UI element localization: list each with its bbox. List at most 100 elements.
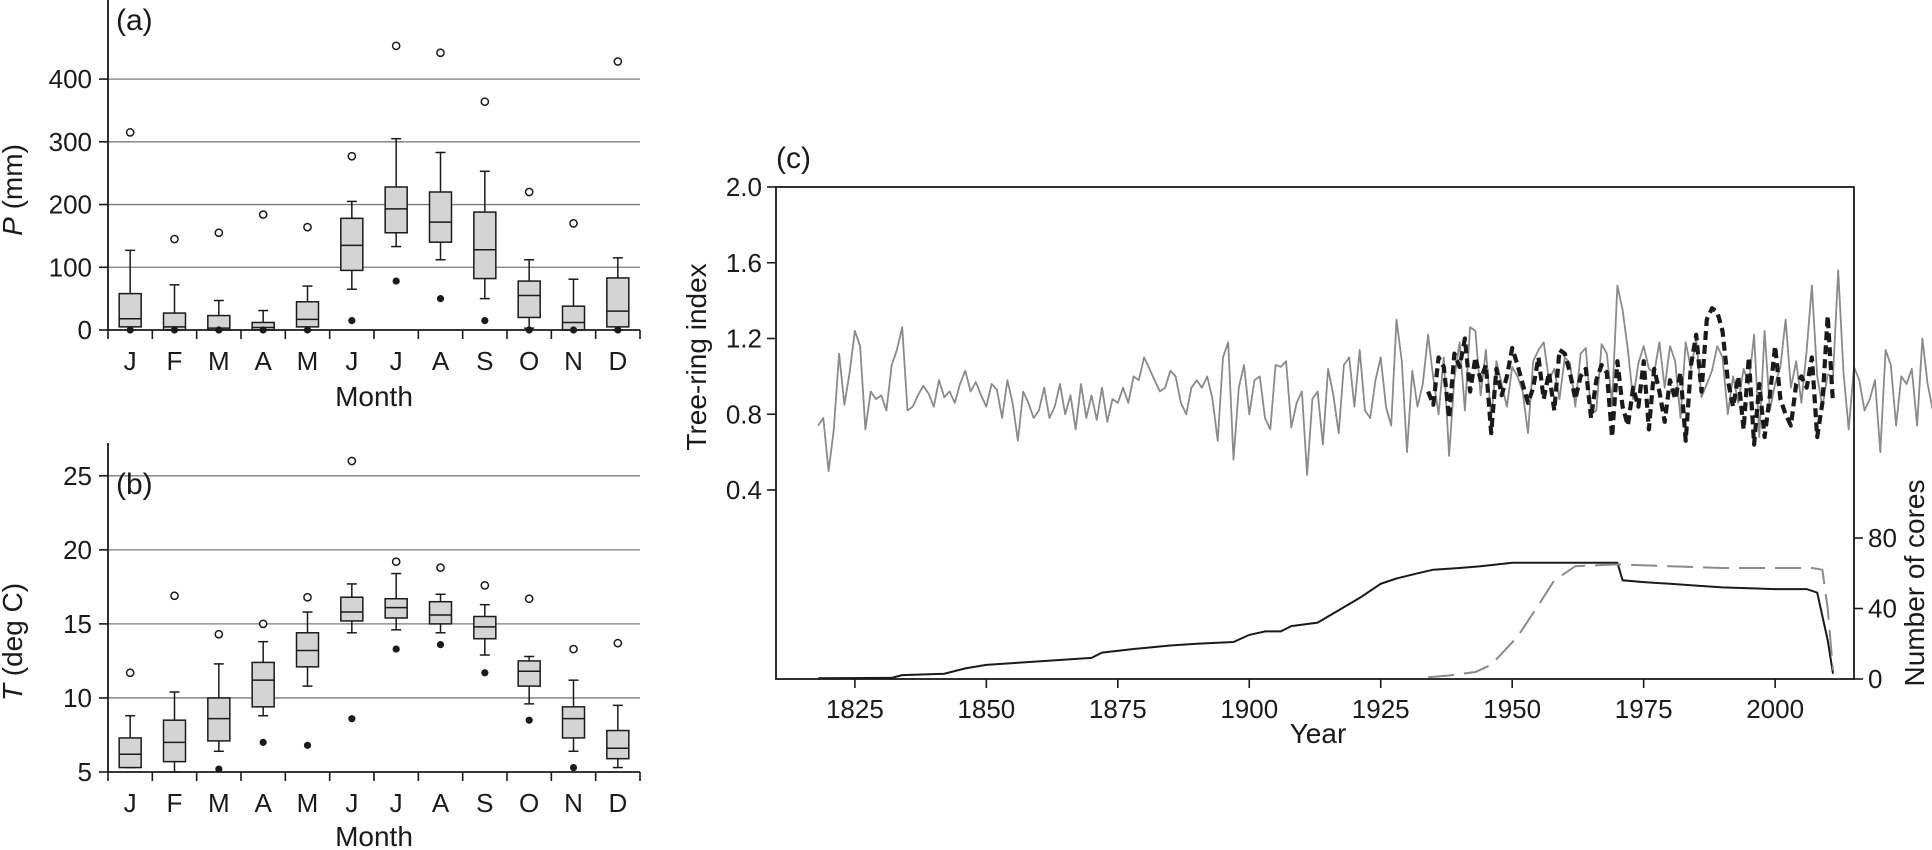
y-tick-label: 1.2 (726, 324, 762, 354)
month-label: N (564, 346, 583, 376)
month-label: S (476, 346, 493, 376)
outlier-open (170, 591, 179, 601)
box-1 (162, 591, 187, 773)
panel-c-left-y-tick-labels: 0.4 0.8 1.2 1.6 2.0 (726, 172, 762, 505)
month-label: M (208, 346, 230, 376)
panel-b-gridlines (108, 475, 640, 699)
box-8 (473, 581, 497, 677)
box-iqr (561, 706, 586, 739)
panel-b-label: (b) (116, 468, 153, 501)
panel-c-x-tick-labels: 1825 1850 1875 1900 1925 1950 1975 2000 (826, 694, 1804, 724)
outlier-filled (348, 715, 356, 723)
box-11 (606, 638, 630, 769)
month-label: J (345, 788, 358, 818)
outlier-open (480, 97, 490, 107)
outlier-open (524, 187, 534, 197)
box-iqr (295, 301, 320, 328)
box-5 (340, 456, 364, 723)
x-tick-label: 1850 (957, 694, 1015, 724)
panel-c-axes (767, 186, 1863, 688)
box-7 (428, 563, 453, 649)
y-tick-label: 0.8 (726, 399, 762, 429)
outlier-filled (569, 763, 578, 772)
outlier-filled (215, 765, 223, 773)
month-label: N (564, 788, 583, 818)
box-iqr (517, 660, 541, 687)
month-label: J (124, 788, 137, 818)
plot-frame (775, 186, 1855, 680)
y-tick-label: 0.4 (726, 475, 762, 505)
panel-b-y-axis-symbol: T (0, 682, 28, 701)
outlier-open (125, 668, 135, 678)
gray-dashed-core-count-series (1428, 563, 1834, 679)
y-tick-label: 10 (63, 683, 92, 713)
month-label: F (167, 788, 183, 818)
box-iqr (517, 280, 541, 319)
box-iqr (606, 729, 630, 760)
outlier-open (569, 219, 578, 228)
outlier-open (436, 48, 445, 58)
panel-a-y-tick-labels: 0 100 200 300 400 (49, 64, 92, 345)
x-tick-label: 1925 (1352, 694, 1410, 724)
outlier-open (347, 456, 357, 466)
outlier-filled (259, 738, 267, 746)
outlier-filled (392, 645, 400, 653)
box-5 (340, 151, 364, 325)
panel-b-y-axis-title: T (deg C) (0, 583, 28, 701)
y-tick-label: 2.0 (726, 172, 762, 202)
box-10 (561, 644, 586, 772)
y-tick-label: 100 (49, 252, 92, 282)
y-tick-label: 0 (78, 315, 92, 345)
panel-a-axes (99, 0, 641, 339)
x-tick-label: 1875 (1089, 694, 1147, 724)
box-iqr (162, 719, 187, 763)
outlier-filled (436, 641, 445, 649)
box-iqr (118, 737, 142, 769)
panel-b-axes (99, 443, 641, 781)
box-6 (384, 557, 408, 653)
box-9 (517, 187, 541, 334)
box-iqr (473, 211, 497, 280)
month-label: J (345, 346, 358, 376)
month-label: A (254, 788, 272, 818)
outlier-filled (348, 316, 356, 325)
month-label: J (124, 346, 137, 376)
box-0 (118, 668, 142, 769)
outlier-open (303, 222, 312, 232)
month-label: D (608, 346, 627, 376)
x-tick-label: 1950 (1483, 694, 1541, 724)
outlier-open (613, 57, 623, 66)
black-core-count-series (818, 561, 1834, 680)
outlier-open (125, 128, 135, 137)
y-tick-label: 200 (49, 190, 92, 220)
month-label: O (519, 788, 539, 818)
y-tick-label: 20 (63, 535, 92, 565)
box-iqr (251, 661, 275, 708)
box-11 (606, 57, 630, 334)
panel-a-x-axis-title: Month (335, 381, 413, 412)
box-iqr (118, 292, 142, 328)
month-label: A (432, 346, 450, 376)
outlier-open (391, 41, 401, 51)
panel-c-series (817, 269, 1932, 680)
month-label: J (390, 346, 403, 376)
outlier-filled (525, 716, 533, 724)
panel-c-label: (c) (776, 142, 811, 175)
box-0 (118, 128, 142, 334)
y2-tick-label: 40 (1868, 594, 1897, 624)
gray-tree-ring-index-series (817, 269, 1932, 476)
box-4 (295, 222, 320, 334)
outlier-filled (481, 669, 489, 677)
panel-a-boxes (118, 41, 630, 334)
y-tick-label: 1.6 (726, 248, 762, 278)
box-8 (473, 97, 497, 325)
month-label: A (254, 346, 272, 376)
panel-c-tree-ring-chronology: 0.4 0.8 1.2 1.6 2.0 0 40 80 1825 1850 1875 1900 19… (681, 142, 1932, 749)
outlier-open (436, 563, 445, 572)
outlier-filled (303, 741, 312, 749)
box-iqr (606, 277, 630, 328)
panel-a-y-axis-unit: (mm) (0, 144, 28, 217)
outlier-open (524, 594, 534, 604)
